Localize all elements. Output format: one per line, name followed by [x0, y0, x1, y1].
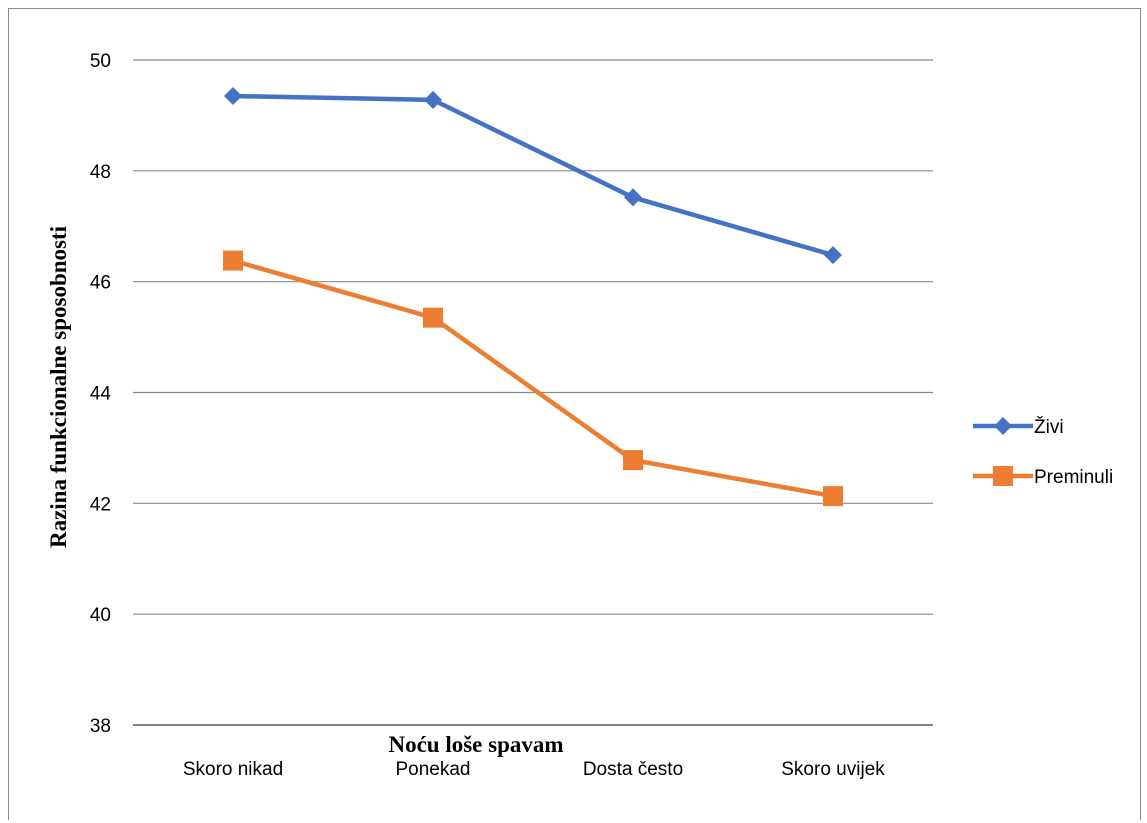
data-point [423, 307, 443, 328]
x-category-label: Dosta često [583, 759, 683, 780]
data-point [624, 188, 642, 207]
legend-item: Preminuli [973, 466, 1113, 488]
y-tick-label: 38 [90, 716, 111, 737]
y-tick-label: 46 [90, 273, 111, 294]
y-tick-label: 40 [90, 605, 111, 626]
y-tick-label: 42 [90, 494, 111, 515]
x-axis-title: Noću loše spavam [388, 732, 563, 757]
data-point [623, 450, 643, 471]
x-category-label: Skoro uvijek [781, 759, 885, 780]
data-point [824, 246, 842, 265]
x-category-label: Skoro nikad [183, 759, 283, 780]
data-point [823, 486, 843, 507]
series-line [230, 258, 836, 499]
legend-label: Preminuli [1034, 467, 1113, 488]
series-group [223, 250, 843, 507]
y-tick-label: 50 [90, 51, 111, 72]
data-point [224, 87, 242, 106]
data-point [223, 250, 243, 271]
x-category-label: Ponekad [395, 759, 470, 780]
series-lines [223, 87, 843, 507]
chart-frame [8, 8, 1141, 820]
y-tick-label: 48 [90, 162, 111, 183]
y-tick-labels: 38 40 42 44 46 48 50 [90, 51, 112, 737]
legend-swatch-marker [994, 417, 1012, 435]
legend-item: Živi [973, 416, 1064, 438]
series-group [224, 87, 842, 265]
series-line [230, 93, 836, 258]
data-point [424, 90, 442, 109]
legend-label: Živi [1034, 416, 1064, 438]
y-tick-label: 44 [90, 384, 112, 405]
x-category-labels: Skoro nikad Ponekad Dosta često Skoro uvije… [183, 759, 885, 780]
gridlines [133, 59, 933, 726]
y-axis-title: Razina funkcionalne sposobnosti [46, 225, 71, 548]
legend-swatch-marker [993, 466, 1013, 486]
legend: Živi Preminuli [973, 416, 1113, 488]
